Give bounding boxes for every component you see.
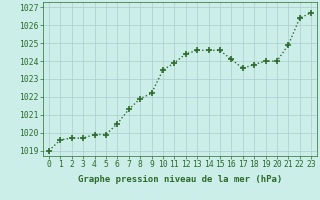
X-axis label: Graphe pression niveau de la mer (hPa): Graphe pression niveau de la mer (hPa) xyxy=(78,175,282,184)
